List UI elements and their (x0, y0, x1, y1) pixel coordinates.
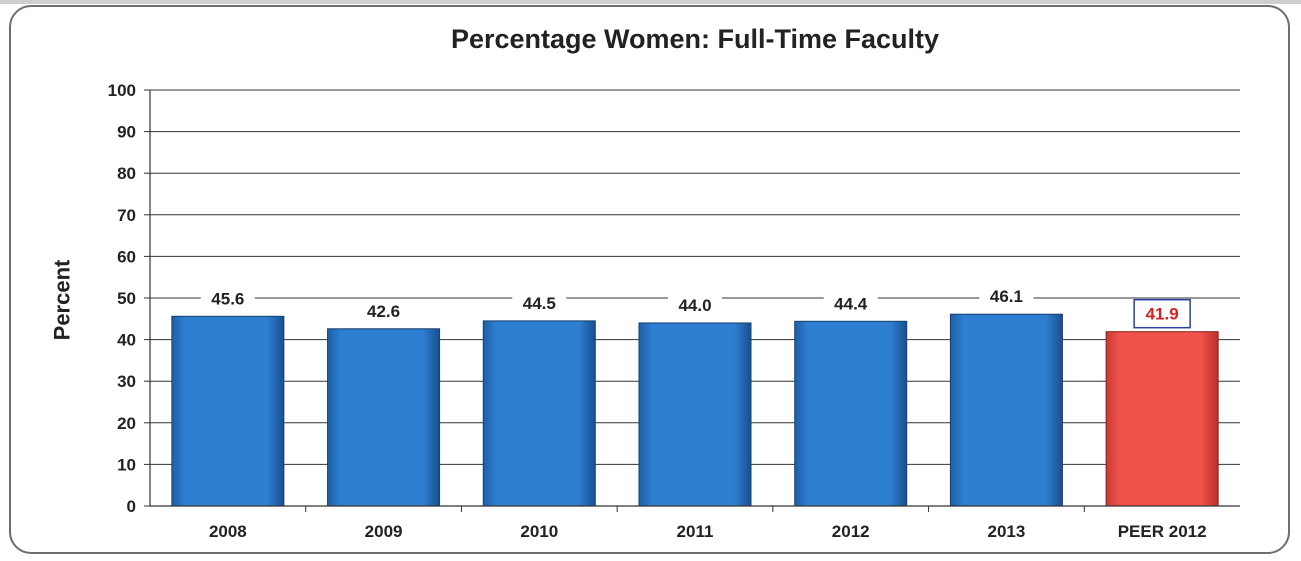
y-tick-label: 100 (108, 81, 136, 100)
bar-2010 (482, 320, 596, 507)
top-rule (0, 0, 1301, 4)
data-label: 41.9 (1146, 305, 1179, 324)
y-tick-label: 0 (127, 497, 136, 516)
x-tick-label: 2008 (209, 522, 247, 541)
data-label: 44.5 (523, 294, 556, 313)
y-tick-label: 90 (117, 123, 136, 142)
data-label: 46.1 (990, 287, 1023, 306)
data-label: 44.4 (834, 294, 868, 313)
y-tick-label: 40 (117, 331, 136, 350)
y-tick-label: 60 (117, 247, 136, 266)
data-label: 44.0 (678, 296, 711, 315)
bar-peer-2012 (1105, 331, 1219, 507)
y-tick-label: 80 (117, 164, 136, 183)
y-tick-label: 70 (117, 206, 136, 225)
chart-title: Percentage Women: Full-Time Faculty (450, 24, 940, 54)
bar-2012 (794, 320, 908, 507)
value-label-bg (200, 286, 255, 311)
data-label: 45.6 (211, 289, 244, 308)
x-tick-label: 2010 (520, 522, 558, 541)
data-label: 42.6 (367, 302, 400, 321)
bar-2011 (638, 322, 752, 507)
y-tick-label: 10 (117, 455, 136, 474)
x-tick-label: PEER 2012 (1118, 522, 1207, 541)
value-label-box (1133, 298, 1191, 329)
bar-2008 (171, 315, 285, 507)
x-tick-label: 2009 (365, 522, 403, 541)
x-tick-label: 2013 (988, 522, 1026, 541)
value-label-bg (512, 290, 567, 315)
value-label-bg (979, 284, 1034, 309)
value-label-bg (668, 292, 722, 317)
x-tick-label: 2012 (832, 522, 870, 541)
bar-2013 (949, 313, 1063, 507)
y-tick-label: 20 (117, 414, 136, 433)
bar-2009 (327, 328, 441, 507)
y-tick-label: 30 (117, 372, 136, 391)
x-tick-label: 2011 (677, 522, 714, 541)
value-label-bg (823, 291, 878, 316)
value-label-bg (356, 298, 411, 323)
y-tick-label: 50 (117, 289, 136, 308)
